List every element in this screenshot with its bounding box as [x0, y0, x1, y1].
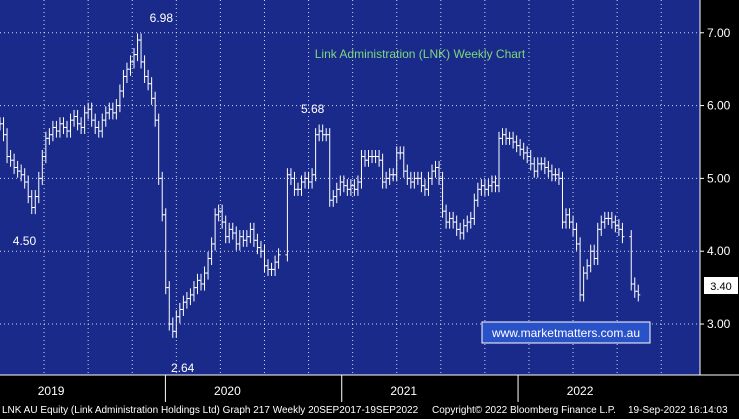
x-year-label: 2019	[38, 384, 65, 398]
y-tick-label: 3.00	[707, 317, 731, 331]
chart-title: Link Administration (LNK) Weekly Chart	[315, 47, 526, 61]
footer-security-info: LNK AU Equity (Link Administration Holdi…	[2, 405, 419, 416]
y-tick-label: 6.00	[707, 99, 731, 113]
price-annotation: 2.64	[171, 361, 195, 375]
x-axis-panel	[0, 375, 739, 402]
price-annotation: 4.50	[13, 234, 37, 248]
price-annotations: 6.98 4.50 2.64 5.68	[13, 11, 325, 375]
footer-bar: LNK AU Equity (Link Administration Holdi…	[0, 402, 739, 419]
price-bars	[0, 33, 641, 338]
y-axis-panel	[700, 0, 739, 402]
x-year-label: 2020	[214, 384, 241, 398]
watermark-box	[481, 321, 651, 344]
watermark-text: www.marketmatters.com.au	[491, 326, 640, 340]
y-tick-label: 4.00	[707, 244, 731, 258]
y-tick-label: 5.00	[707, 171, 731, 185]
y-tick-label: 7.00	[707, 26, 731, 40]
price-annotation: 5.68	[301, 102, 325, 116]
x-year-label: 2021	[390, 384, 417, 398]
y-axis-ticks: 3.00 4.00 5.00 6.00 7.00	[699, 0, 731, 375]
last-price-box	[704, 277, 738, 294]
last-price-label: 3.40	[710, 281, 731, 293]
price-annotation: 6.98	[150, 11, 174, 25]
footer-timestamp: 19-Sep-2022 16:14:03	[628, 405, 728, 416]
footer-copyright: Copyright© 2022 Bloomberg Finance L.P.	[432, 405, 616, 416]
weekly-price-chart: 3.00 4.00 5.00 6.00 7.00 2019 2020 2021 2022 6.…	[0, 0, 739, 402]
x-axis-year-labels: 2019 2020 2021 2022	[0, 374, 739, 402]
plot-background	[0, 0, 700, 375]
x-year-label: 2022	[567, 384, 594, 398]
